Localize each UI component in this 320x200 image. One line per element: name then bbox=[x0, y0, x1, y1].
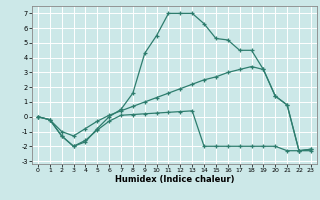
X-axis label: Humidex (Indice chaleur): Humidex (Indice chaleur) bbox=[115, 175, 234, 184]
